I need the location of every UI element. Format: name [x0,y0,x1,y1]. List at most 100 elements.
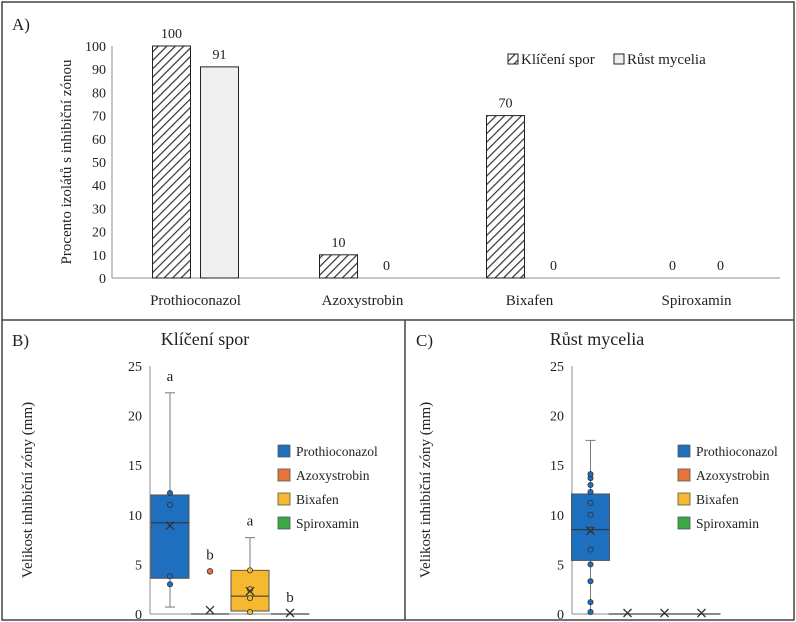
y-tick-label: 30 [92,202,106,217]
y-tick-label: 15 [128,459,142,474]
mean-marker [165,521,175,531]
panel-b-y-axis-label: Velikost inhibiční zóny (mm) [20,402,36,578]
panel-c-title: Růst mycelia [550,329,644,349]
bar [319,254,358,279]
y-tick-label: 20 [550,410,564,425]
legend-swatch [677,468,691,482]
panel-a-legend: Klíčení spor Růst mycelia [507,52,706,68]
mean-marker-stroke [165,521,175,531]
legend-swatch [677,444,691,458]
bar-value-label: 0 [550,259,557,274]
bar-value-label: 0 [717,259,724,274]
x-tick-label: Spiroxamin [662,293,732,309]
y-tick-label: 60 [92,133,106,148]
panel-a-label: A) [12,15,30,34]
legend-swatch [277,516,291,530]
bar-value-label: 0 [383,259,390,274]
legend-swatch [277,468,291,482]
legend-label: Bixafen [696,492,739,507]
legend-label: Spiroxamin [296,516,359,531]
data-point [587,482,594,489]
legend-label: Bixafen [296,492,339,507]
panel-b-title: Klíčení spor [161,329,249,349]
panel-c: C) Růst mycelia Velikost inhibiční zóny … [416,329,778,622]
legend-swatch [507,53,519,65]
mean-marker-stroke [205,605,215,615]
data-point [587,609,594,616]
data-point [246,567,253,574]
legend-label: Prothioconazol [696,444,778,459]
mean-marker [205,605,215,615]
y-tick-label: 10 [128,509,142,524]
significance-letter: b [206,547,214,563]
data-point [587,526,594,533]
mean-marker [697,608,706,618]
x-tick-label: Bixafen [506,293,554,309]
y-tick-label: 100 [85,40,106,55]
panel-c-legend: Prothioconazol Azoxystrobin Bixafen Spiroxa… [677,444,778,531]
panel-c-y-axis-label: Velikost inhibiční zóny (mm) [418,402,434,578]
data-point [166,581,173,588]
legend-label: Růst mycelia [627,52,706,68]
legend-label: Azoxystrobin [296,468,370,483]
legend-swatch [677,492,691,506]
panel-b-label: B) [12,331,29,350]
legend-label: Spiroxamin [696,516,759,531]
y-tick-label: 50 [92,156,106,171]
data-point [587,578,594,585]
bar [486,115,525,279]
panel-b-plot: 0 5 10 15 20 25 a b a b [128,360,310,622]
data-point [246,609,253,616]
legend-swatch [277,492,291,506]
panel-c-label: C) [416,331,433,350]
mean-marker-stroke [697,608,706,618]
mean-marker-stroke [245,586,255,596]
y-tick-label: 5 [135,558,142,573]
x-tick-label: Prothioconazol [150,293,241,309]
data-point [587,499,594,506]
mean-marker [586,526,595,536]
data-point [246,595,253,602]
y-tick-label: 90 [92,63,106,78]
y-tick-label: 20 [128,410,142,425]
mean-marker-stroke [660,608,669,618]
panel-a-y-axis-label: Procento izolátů s inhibiční zónou [59,59,75,264]
y-tick-label: 40 [92,179,106,194]
y-tick-label: 70 [92,110,106,125]
y-tick-label: 0 [99,272,106,287]
legend-swatch [277,444,291,458]
y-tick-label: 0 [557,608,564,622]
bar [200,66,239,279]
legend-label: Azoxystrobin [696,468,770,483]
data-point [587,599,594,606]
panel-a: A) Procento izolátů s inhibiční zónou 0 1… [12,15,780,309]
data-point [166,573,173,580]
y-tick-label: 5 [557,558,564,573]
panel-c-plot: 0 5 10 15 20 25 [550,360,721,622]
box [150,494,190,579]
panel-b: B) Klíčení spor Velikost inhibiční zóny … [12,329,378,622]
legend-swatch [677,516,691,530]
significance-letter: b [286,590,294,606]
legend-swatch [613,53,625,65]
mean-marker-stroke [285,608,295,618]
data-point [166,501,173,508]
data-point [587,511,594,518]
bar-value-label: 70 [499,97,513,112]
significance-letter: a [247,514,254,530]
bar-value-label: 0 [669,259,676,274]
mean-marker [623,608,632,618]
mean-marker [245,586,255,596]
y-tick-label: 20 [92,226,106,241]
y-tick-label: 80 [92,86,106,101]
mean-marker-stroke [586,526,595,536]
y-tick-label: 25 [128,360,142,375]
mean-marker [285,608,295,618]
legend-label: Klíčení spor [521,52,595,68]
y-tick-label: 10 [92,249,106,264]
bar-value-label: 10 [332,236,346,251]
x-tick-label: Azoxystrobin [322,293,404,309]
